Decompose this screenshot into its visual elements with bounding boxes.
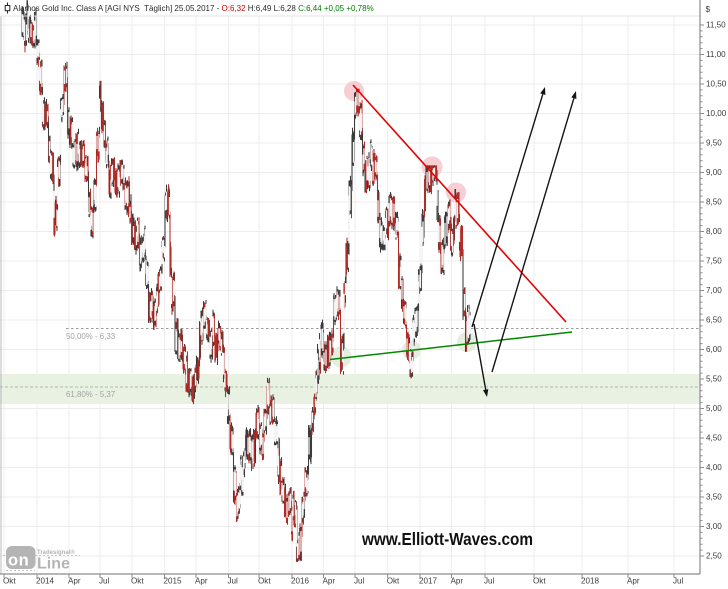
svg-text:Okt: Okt (387, 577, 400, 586)
svg-text:Tradesignal®: Tradesignal® (37, 549, 75, 556)
svg-text:$: $ (706, 5, 711, 14)
svg-text:on: on (8, 552, 29, 570)
svg-text:5,50: 5,50 (706, 375, 722, 384)
svg-text:4,00: 4,00 (706, 463, 722, 472)
svg-text:8,50: 8,50 (706, 198, 722, 207)
svg-text:Jul: Jul (354, 577, 365, 586)
svg-text:5,00: 5,00 (706, 404, 722, 413)
svg-text:Jul: Jul (484, 577, 495, 586)
svg-text:8,00: 8,00 (706, 227, 722, 236)
svg-text:61,80% - 5,37: 61,80% - 5,37 (66, 390, 115, 399)
svg-text:Line: Line (37, 556, 70, 573)
svg-text:2014: 2014 (36, 577, 55, 586)
svg-text:Apr: Apr (627, 577, 640, 586)
svg-text:9,00: 9,00 (706, 168, 722, 177)
svg-text:50,00% - 6,33: 50,00% - 6,33 (66, 332, 116, 341)
svg-text:Apr: Apr (323, 577, 336, 586)
svg-text:10,00: 10,00 (706, 109, 727, 118)
svg-text:Alamos Gold Inc. Class A [AGI: Alamos Gold Inc. Class A [AGI NYS Täglic… (13, 4, 374, 13)
svg-text:6,00: 6,00 (706, 345, 722, 354)
svg-text:2015: 2015 (164, 577, 183, 586)
svg-text:Apr: Apr (195, 577, 208, 586)
svg-text:Jul: Jul (228, 577, 239, 586)
svg-text:2,50: 2,50 (706, 552, 722, 561)
svg-text:7,00: 7,00 (706, 286, 722, 295)
svg-text:Okt: Okt (258, 577, 271, 586)
svg-text:3,00: 3,00 (706, 522, 722, 531)
svg-text:www.Elliott-Waves.com: www.Elliott-Waves.com (361, 529, 533, 549)
svg-text:Jul: Jul (99, 577, 110, 586)
svg-text:2017: 2017 (419, 577, 438, 586)
svg-text:4,50: 4,50 (706, 434, 722, 443)
svg-text:11,00: 11,00 (706, 50, 726, 59)
svg-text:Okt: Okt (533, 577, 546, 586)
svg-text:2018: 2018 (581, 577, 600, 586)
svg-text:Jul: Jul (673, 577, 684, 586)
svg-text:3,50: 3,50 (706, 493, 722, 502)
svg-text:11,50: 11,50 (706, 21, 726, 30)
svg-text:6,50: 6,50 (706, 316, 722, 325)
svg-text:Okt: Okt (3, 577, 16, 586)
svg-text:9,50: 9,50 (706, 139, 722, 148)
svg-text:10,50: 10,50 (706, 80, 727, 89)
svg-text:Apr: Apr (68, 577, 81, 586)
svg-text:Apr: Apr (451, 577, 464, 586)
svg-text:2016: 2016 (291, 577, 310, 586)
svg-text:Okt: Okt (131, 577, 144, 586)
svg-text:7,50: 7,50 (706, 257, 722, 266)
